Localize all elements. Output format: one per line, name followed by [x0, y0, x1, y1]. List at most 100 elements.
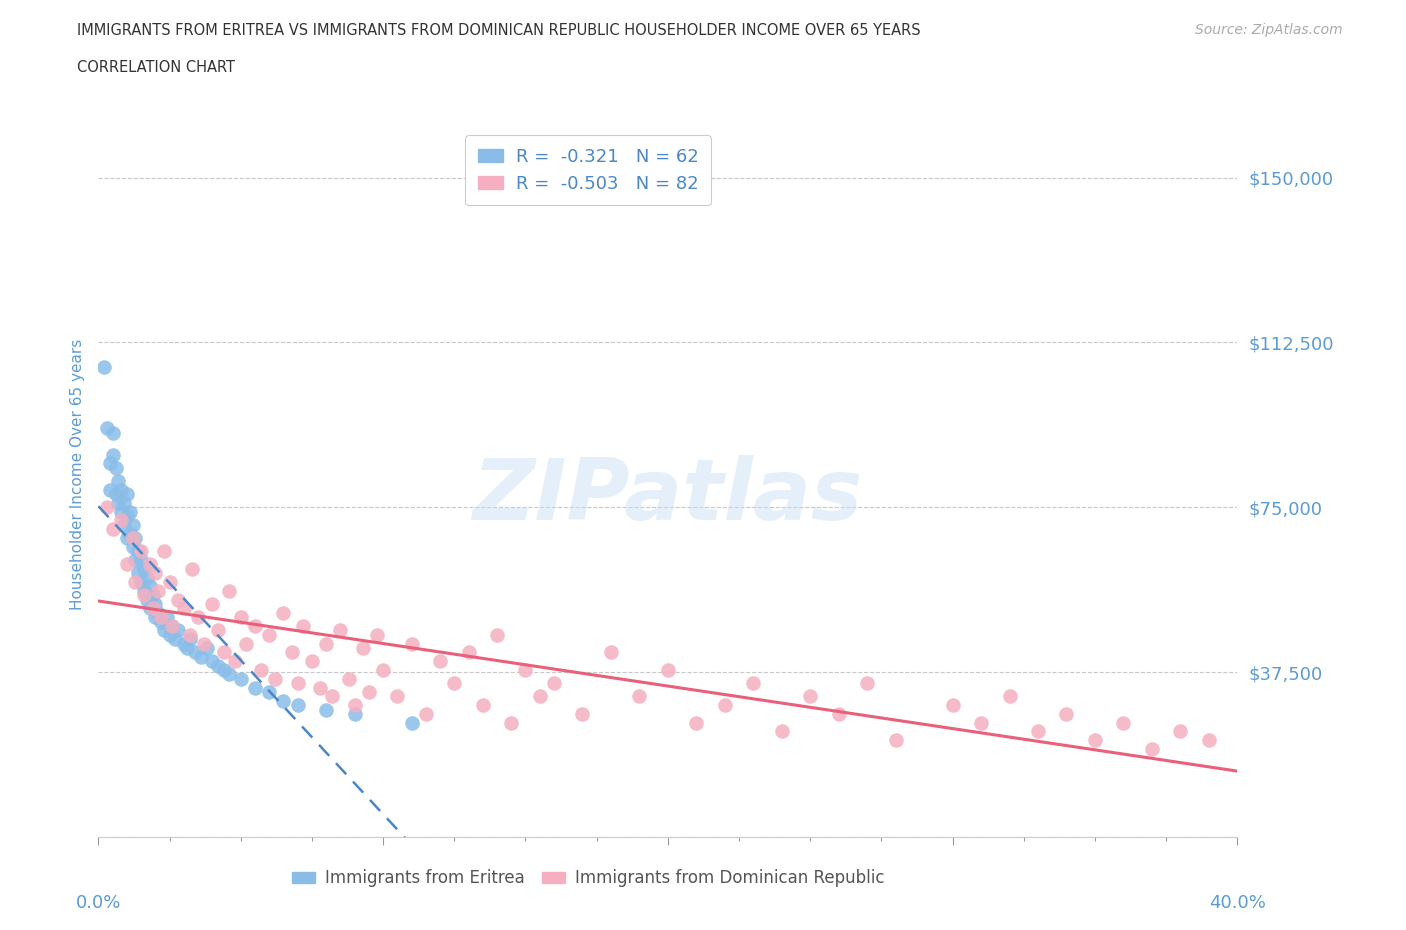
Point [118, 504, 141, 519]
Point [162, 618, 184, 633]
Point [187, 610, 209, 625]
Point [443, 676, 465, 691]
Point [471, 698, 494, 712]
Point [129, 552, 152, 567]
Point [224, 654, 246, 669]
Point [287, 676, 309, 691]
Point [1084, 733, 1107, 748]
Point [401, 636, 423, 651]
Point [357, 684, 380, 699]
Point [162, 618, 184, 633]
Point [127, 544, 149, 559]
Point [415, 707, 437, 722]
Point [543, 676, 565, 691]
Point [104, 460, 127, 475]
Point [287, 698, 309, 712]
Point [98, 483, 121, 498]
Point [337, 671, 360, 686]
Point [138, 557, 160, 572]
Point [942, 698, 965, 712]
Point [179, 631, 201, 646]
Point [207, 623, 229, 638]
Point [343, 707, 366, 722]
Point [343, 698, 366, 712]
Point [373, 662, 395, 677]
Point [121, 517, 143, 532]
Point [124, 531, 146, 546]
Point [181, 562, 204, 577]
Point [457, 644, 479, 659]
Point [148, 605, 170, 620]
Point [201, 654, 224, 669]
Point [329, 623, 352, 638]
Point [856, 676, 879, 691]
Point [124, 575, 146, 590]
Point [159, 628, 181, 643]
Point [145, 610, 167, 625]
Point [273, 693, 295, 708]
Point [657, 662, 679, 677]
Point [714, 698, 737, 712]
Point [156, 610, 179, 625]
Point [115, 486, 138, 501]
Point [281, 644, 304, 659]
Point [229, 610, 252, 625]
Point [118, 526, 141, 541]
Point [96, 420, 118, 435]
Point [110, 483, 132, 498]
Point [167, 623, 190, 638]
Point [193, 636, 215, 651]
Point [201, 596, 224, 611]
Point [218, 667, 240, 682]
Point [315, 702, 337, 717]
Point [207, 658, 229, 673]
Point [742, 676, 765, 691]
Point [685, 715, 707, 730]
Point [167, 592, 190, 607]
Point [165, 631, 187, 646]
Point [1112, 715, 1135, 730]
Point [501, 715, 523, 730]
Point [153, 544, 176, 559]
Point [127, 565, 149, 580]
Point [292, 618, 315, 633]
Point [173, 636, 195, 651]
Point [129, 575, 152, 590]
Point [173, 601, 195, 616]
Point [138, 601, 160, 616]
Point [112, 496, 135, 511]
Point [93, 359, 115, 374]
Point [1140, 741, 1163, 756]
Point [352, 641, 374, 656]
Point [249, 662, 271, 677]
Point [190, 649, 212, 664]
Point [132, 562, 155, 577]
Point [243, 680, 266, 695]
Point [141, 588, 163, 603]
Point [115, 509, 138, 524]
Point [153, 623, 176, 638]
Point [571, 707, 593, 722]
Point [121, 539, 143, 554]
Point [104, 486, 127, 501]
Point [273, 605, 295, 620]
Point [141, 601, 163, 616]
Point [179, 628, 201, 643]
Point [1170, 724, 1192, 739]
Point [998, 689, 1021, 704]
Point [101, 425, 124, 440]
Point [150, 610, 173, 625]
Point [101, 522, 124, 537]
Point [107, 496, 129, 511]
Point [138, 579, 160, 594]
Point [401, 715, 423, 730]
Point [132, 583, 155, 598]
Point [101, 447, 124, 462]
Point [264, 671, 287, 686]
Legend: Immigrants from Eritrea, Immigrants from Dominican Republic: Immigrants from Eritrea, Immigrants from… [285, 863, 891, 894]
Point [110, 504, 132, 519]
Point [321, 689, 343, 704]
Point [135, 592, 157, 607]
Point [115, 557, 138, 572]
Point [98, 456, 121, 471]
